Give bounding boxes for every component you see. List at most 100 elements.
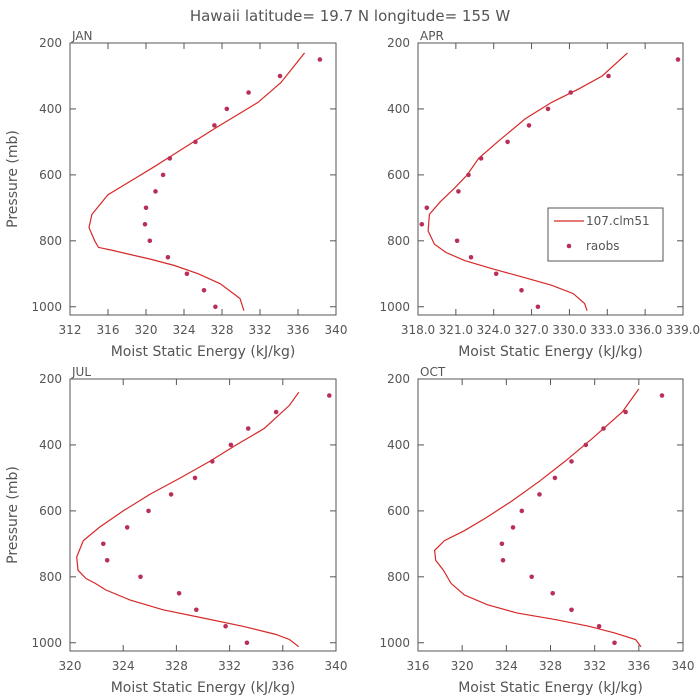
x-tick-label: 336 (271, 659, 294, 673)
x-tick-label: 320 (135, 323, 158, 337)
x-tick-label: 340 (325, 659, 348, 673)
x-tick-label: 333.0 (590, 323, 624, 337)
model-line-jan (88, 52, 306, 311)
raobs-point (596, 624, 602, 629)
x-tick-label: 327.0 (514, 323, 548, 337)
y-axis-label: Pressure (mb) (5, 466, 21, 564)
x-tick-label: 324 (112, 659, 135, 673)
x-axis-label: Moist Static Energy (kJ/kg) (111, 344, 296, 360)
y-tick-label: 1000 (379, 636, 410, 650)
raobs-point (568, 90, 573, 95)
raobs-point (537, 492, 542, 497)
x-tick-label: 316 (97, 323, 120, 337)
x-tick-label: 321.0 (439, 323, 473, 337)
x-tick-label: 316 (407, 659, 430, 673)
raobs-point (224, 106, 230, 112)
raobs-point (194, 607, 199, 613)
raobs-point (228, 442, 234, 448)
y-tick-label: 600 (387, 504, 410, 518)
x-axis-label: Moist Static Energy (kJ/kg) (458, 680, 643, 696)
y-tick-label: 400 (39, 438, 62, 452)
raobs-point (583, 442, 589, 448)
raobs-point (456, 189, 461, 194)
x-tick-label: 324 (495, 659, 518, 673)
y-tick-label: 400 (387, 102, 410, 116)
x-tick-label: 324.0 (477, 323, 511, 337)
y-axis-label: Pressure (mb) (5, 130, 21, 228)
y-tick-label: 200 (387, 36, 410, 50)
raobs-point (468, 254, 474, 260)
x-axis-label: Moist Static Energy (kJ/kg) (111, 680, 296, 696)
legend-model-label: 107.clm51 (586, 214, 650, 228)
y-tick-label: 800 (387, 570, 410, 584)
raobs-point (519, 508, 525, 514)
x-tick-label: 328 (211, 323, 234, 337)
raobs-point (454, 238, 460, 244)
raobs-point (569, 607, 574, 613)
y-tick-label: 400 (39, 102, 62, 116)
raobs-point (327, 393, 332, 398)
raobs-point (545, 106, 551, 112)
x-tick-label: 330.0 (552, 323, 586, 337)
raobs-point (124, 525, 130, 530)
raobs-point (101, 541, 106, 547)
x-tick-label: 340 (325, 323, 348, 337)
raobs-point (552, 475, 558, 481)
legend-box (547, 207, 664, 262)
y-tick-label: 1000 (31, 300, 62, 314)
raobs-point (138, 574, 143, 580)
raobs-point (104, 558, 110, 563)
y-tick-label: 800 (39, 234, 62, 248)
x-tick-label: 320 (59, 659, 82, 673)
panel-jan: JAN 312 316 320 324 328 332 336 340 200 400 600 800 1… (5, 29, 347, 360)
raobs-point (519, 288, 524, 293)
x-tick-label: 320 (451, 659, 474, 673)
y-tick-label: 1000 (31, 636, 62, 650)
raobs-point (510, 525, 516, 530)
panels-layer: JAN 312 316 320 324 328 332 336 340 200 400 600 800 1… (5, 29, 700, 696)
x-tick-label: 318.0 (401, 323, 435, 337)
x-axis-label: Moist Static Energy (kJ/kg) (458, 344, 643, 360)
panel-title: JUL (71, 365, 91, 379)
legend-point-swatch (566, 243, 572, 249)
x-tick-label: 336 (627, 659, 650, 673)
model-line-oct (433, 388, 642, 648)
plot-frame (417, 378, 684, 652)
figure-title: Hawaii latitude= 19.7 N longitude= 155 W (190, 7, 510, 25)
raobs-point (168, 492, 174, 497)
plot-frame (69, 378, 337, 652)
x-tick-label: 336.0 (628, 323, 662, 337)
panel-title: APR (420, 29, 444, 43)
raobs-point (505, 139, 510, 145)
x-tick-label: 312 (59, 323, 82, 337)
raobs-point (201, 288, 207, 293)
panel-jul: JUL 320 324 328 332 336 340 200 400 600 800 1000 Moi… (5, 365, 347, 696)
raobs-point (244, 640, 250, 646)
raobs-point (419, 222, 425, 227)
y-tick-label: 200 (39, 372, 62, 386)
x-tick-label: 332 (218, 659, 241, 673)
y-tick-label: 600 (387, 168, 410, 182)
raobs-point (273, 409, 279, 415)
raobs-point (499, 541, 505, 547)
raobs-point (623, 409, 628, 415)
y-tick-label: 800 (387, 234, 410, 248)
y-tick-label: 400 (387, 438, 410, 452)
x-tick-label: 340 (672, 659, 695, 673)
model-line-apr (427, 52, 628, 311)
raobs-point (184, 271, 190, 277)
legend: 107.clm51 raobs (547, 207, 664, 262)
x-tick-label: 332 (583, 659, 606, 673)
raobs-point (606, 73, 611, 79)
y-tick-label: 800 (39, 570, 62, 584)
raobs-point (466, 172, 471, 178)
raobs-point (500, 558, 506, 563)
raobs-point (223, 624, 228, 629)
raobs-point (192, 475, 198, 481)
raobs-point (526, 123, 532, 128)
raobs-point (212, 123, 217, 128)
y-tick-label: 1000 (379, 300, 410, 314)
x-tick-label: 324 (173, 323, 196, 337)
raobs-point (529, 574, 534, 580)
